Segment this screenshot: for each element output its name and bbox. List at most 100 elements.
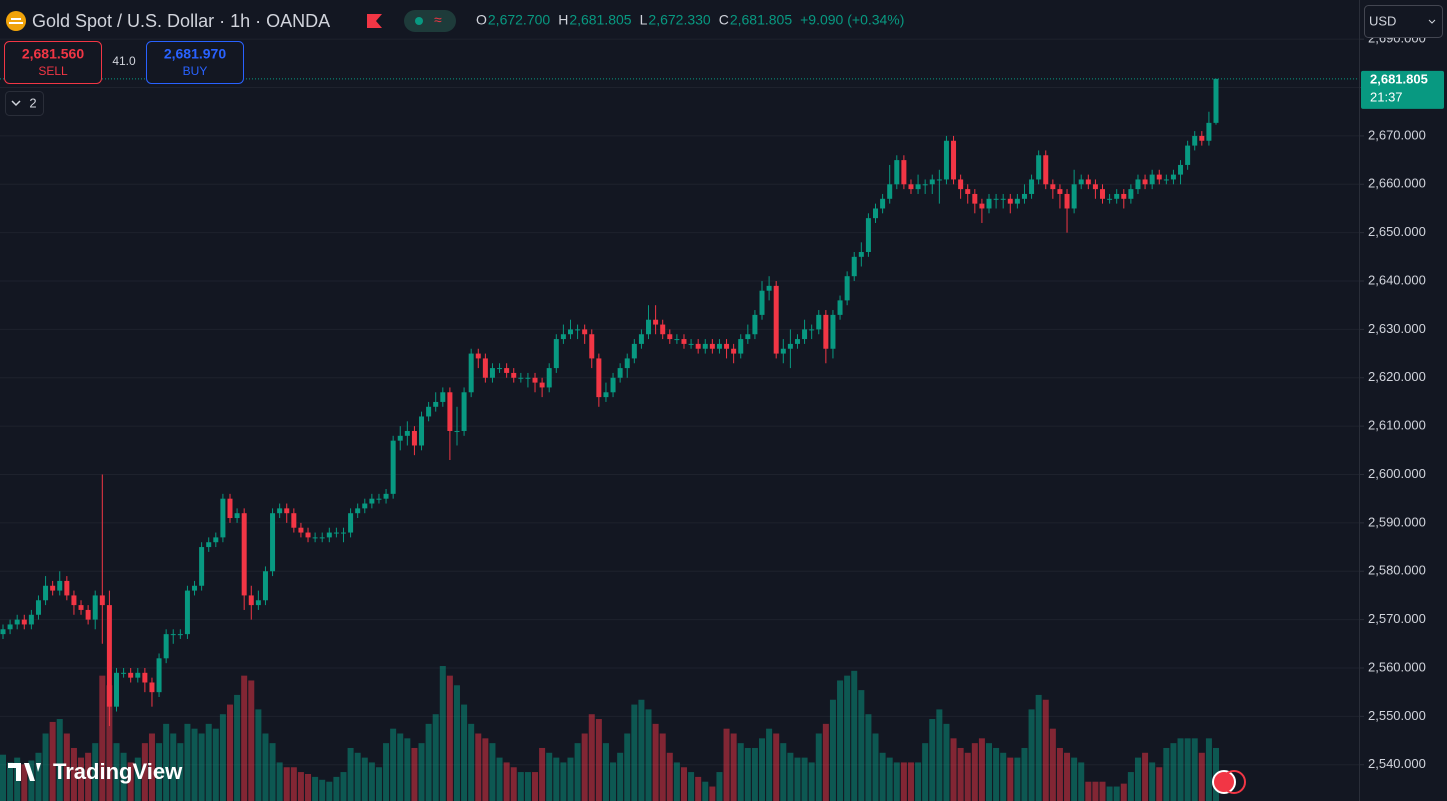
volume-bar — [936, 709, 943, 801]
candle-body — [1085, 179, 1091, 185]
volume-bar — [148, 733, 155, 801]
ohlc-change: +9.090 (+0.34%) — [800, 12, 904, 28]
candle-body — [14, 619, 20, 625]
volume-bar — [489, 743, 496, 801]
flag-icon[interactable] — [367, 14, 382, 28]
volume-bar — [624, 733, 631, 801]
volume-bar — [212, 728, 219, 801]
watermark-logo — [8, 763, 41, 781]
volume-bar — [503, 762, 510, 801]
volume-bar — [283, 767, 290, 801]
candle-body — [85, 609, 91, 620]
volume-bar — [468, 723, 475, 801]
candle-body — [922, 184, 928, 186]
candle-body — [397, 435, 403, 441]
candle-body — [539, 382, 545, 388]
candle-body — [567, 329, 573, 335]
volume-bar — [361, 757, 368, 801]
volume-bar — [340, 772, 347, 801]
volume-bar — [837, 680, 844, 801]
volume-bar — [922, 743, 929, 801]
volume-bar — [716, 772, 723, 801]
candle-body — [873, 208, 879, 219]
candle-body — [1078, 179, 1084, 185]
volume-bar — [595, 719, 602, 801]
candle-body — [362, 503, 368, 509]
candle-body — [284, 508, 290, 514]
candle-body — [475, 353, 481, 359]
candle-body — [192, 585, 198, 591]
candle-body — [1213, 78, 1219, 123]
volume-bar — [347, 747, 354, 801]
candle-body — [440, 392, 446, 402]
volume-bar — [56, 719, 63, 801]
candle-body — [170, 634, 176, 636]
candle-body — [433, 401, 439, 407]
currency-label: USD — [1369, 13, 1396, 28]
candle-body — [638, 334, 644, 344]
volume-bar — [1205, 738, 1212, 801]
indicators-toggle[interactable] — [5, 91, 44, 116]
y-tick-label: 2,580.000 — [1368, 563, 1426, 578]
candle-body — [1163, 179, 1169, 181]
candle-body — [64, 580, 70, 596]
volume-bar — [886, 757, 893, 801]
candle-body — [667, 334, 673, 340]
symbol-title[interactable]: Gold Spot / U.S. Dollar · 1h · OANDA — [32, 11, 330, 31]
volume-bar — [524, 772, 531, 801]
candle-body — [844, 276, 850, 301]
ohlc-value: 2,681.805 — [730, 12, 792, 28]
candle-body — [1185, 145, 1191, 165]
candle-body — [277, 508, 283, 514]
candle-body — [461, 392, 467, 431]
candle-body — [376, 498, 382, 500]
volume-bar — [411, 747, 418, 801]
candle-body — [28, 614, 34, 625]
candle-body — [596, 358, 602, 398]
candle-body — [163, 634, 169, 659]
ohlc-value: 2,672.330 — [648, 12, 710, 28]
volume-bar — [638, 699, 645, 801]
buy-button[interactable] — [146, 41, 244, 84]
candle-body — [724, 343, 730, 349]
candle-body — [979, 203, 985, 209]
candle-body — [1014, 198, 1020, 204]
candle-body — [816, 314, 822, 330]
volume-bar — [432, 714, 439, 801]
sell-button[interactable] — [4, 41, 102, 84]
candle-body — [1050, 184, 1056, 190]
candle-body — [546, 368, 552, 388]
candle-body — [468, 353, 474, 393]
volume-bar — [964, 752, 971, 801]
candle-body — [901, 160, 907, 185]
volume-bar — [1120, 783, 1127, 801]
volume-bar — [602, 743, 609, 801]
candle-body — [830, 314, 836, 349]
candle-body — [858, 252, 864, 257]
candle-body — [745, 334, 751, 340]
candle-body — [1192, 135, 1198, 146]
candle-body — [787, 343, 793, 349]
candle-body — [915, 184, 921, 190]
status-pill[interactable] — [404, 10, 456, 32]
candle-body — [426, 406, 432, 417]
volume-bar — [815, 733, 822, 801]
currency-button[interactable] — [1364, 5, 1443, 38]
volume-bar — [312, 776, 319, 801]
candle-body — [35, 600, 41, 615]
candle-body — [241, 513, 247, 596]
volume-bar — [1042, 699, 1049, 801]
candle-body — [1029, 179, 1035, 194]
volume-bar — [1014, 757, 1021, 801]
volume-bar — [808, 762, 815, 801]
event-flag-icon[interactable] — [1222, 770, 1246, 794]
volume-bar — [617, 752, 624, 801]
candle-body — [631, 343, 637, 359]
candle-body — [1121, 193, 1127, 199]
volume-bar — [1028, 709, 1035, 801]
volume-bar — [971, 743, 978, 801]
candle-body — [709, 343, 715, 349]
candle-body — [326, 532, 332, 538]
candle-body — [106, 605, 112, 707]
candle-body — [695, 343, 701, 349]
